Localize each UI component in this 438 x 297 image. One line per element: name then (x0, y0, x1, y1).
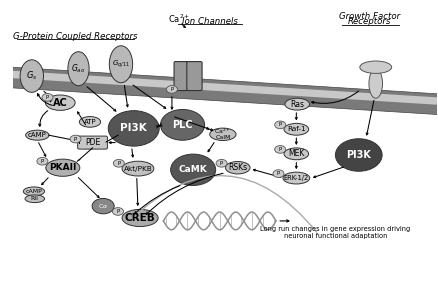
Circle shape (273, 170, 284, 178)
Text: PDE: PDE (85, 138, 100, 147)
Text: $G_s$: $G_s$ (26, 70, 38, 82)
Ellipse shape (26, 130, 49, 140)
Ellipse shape (46, 95, 75, 110)
Text: C$\alpha$: C$\alpha$ (98, 202, 108, 210)
Text: P: P (74, 137, 77, 142)
Circle shape (70, 135, 81, 143)
Circle shape (166, 86, 177, 93)
Circle shape (42, 94, 53, 101)
Text: Growth Factor: Growth Factor (339, 12, 400, 20)
Text: P: P (117, 161, 120, 166)
Text: Long run changes in gene expression driving
neuronal functional adaptation: Long run changes in gene expression driv… (260, 226, 410, 239)
Polygon shape (13, 67, 437, 115)
Text: PLC: PLC (172, 120, 193, 130)
Text: Ca$^{2+}$: Ca$^{2+}$ (214, 127, 231, 136)
Text: PKAII: PKAII (49, 163, 77, 172)
FancyBboxPatch shape (78, 136, 107, 149)
Ellipse shape (46, 159, 80, 176)
Circle shape (336, 139, 382, 171)
Text: AC: AC (53, 98, 67, 108)
Circle shape (113, 159, 124, 167)
Circle shape (171, 154, 215, 185)
FancyBboxPatch shape (187, 61, 202, 91)
Ellipse shape (284, 123, 309, 135)
Text: cAMP: cAMP (25, 189, 42, 194)
Text: P: P (46, 95, 49, 100)
Text: Receptors: Receptors (348, 18, 391, 26)
Ellipse shape (226, 162, 250, 174)
Circle shape (92, 198, 114, 214)
Circle shape (275, 146, 286, 153)
Ellipse shape (283, 172, 310, 184)
Text: CREB: CREB (125, 213, 155, 223)
Ellipse shape (122, 161, 154, 176)
Text: P: P (277, 171, 280, 176)
Text: P: P (170, 87, 173, 92)
Ellipse shape (68, 52, 89, 86)
Circle shape (108, 111, 159, 146)
Circle shape (37, 157, 48, 165)
Ellipse shape (369, 69, 382, 98)
Text: cAMP: cAMP (28, 132, 47, 138)
Ellipse shape (285, 98, 310, 110)
FancyBboxPatch shape (174, 61, 189, 91)
Ellipse shape (23, 187, 45, 196)
Text: ERK-1/2: ERK-1/2 (284, 175, 309, 181)
Text: PI3K: PI3K (120, 123, 147, 133)
Ellipse shape (25, 195, 45, 203)
Text: RSKs: RSKs (228, 163, 247, 172)
Circle shape (275, 121, 286, 129)
Text: P: P (279, 122, 282, 127)
Text: Akt/PKB: Akt/PKB (124, 166, 152, 172)
Ellipse shape (284, 148, 309, 160)
Text: G-Protein Coupled Receptors: G-Protein Coupled Receptors (13, 32, 138, 41)
Ellipse shape (360, 61, 392, 73)
Text: RII: RII (31, 196, 39, 201)
Text: MEK: MEK (288, 149, 304, 158)
Text: P: P (220, 161, 223, 166)
Polygon shape (13, 71, 437, 105)
Circle shape (160, 110, 205, 140)
Circle shape (216, 159, 227, 167)
Text: Ion Channels: Ion Channels (182, 17, 238, 26)
Text: CalM: CalM (215, 135, 230, 140)
Text: ATP: ATP (84, 119, 96, 125)
Circle shape (113, 208, 124, 215)
Text: Ca$^{2+}$: Ca$^{2+}$ (168, 12, 191, 25)
Text: PI3K: PI3K (346, 150, 371, 160)
Ellipse shape (210, 128, 236, 140)
Text: P: P (279, 147, 282, 152)
Text: CaMK: CaMK (179, 165, 208, 174)
Ellipse shape (79, 117, 101, 127)
Text: $G_{q/11}$: $G_{q/11}$ (112, 59, 130, 70)
Ellipse shape (122, 209, 158, 227)
Text: Ras: Ras (290, 100, 304, 109)
Text: P: P (41, 159, 44, 164)
Text: P: P (117, 209, 120, 214)
Text: Raf-1: Raf-1 (287, 126, 306, 132)
Text: $G_{ao}$: $G_{ao}$ (71, 62, 86, 75)
Ellipse shape (110, 46, 133, 83)
Ellipse shape (20, 60, 43, 92)
